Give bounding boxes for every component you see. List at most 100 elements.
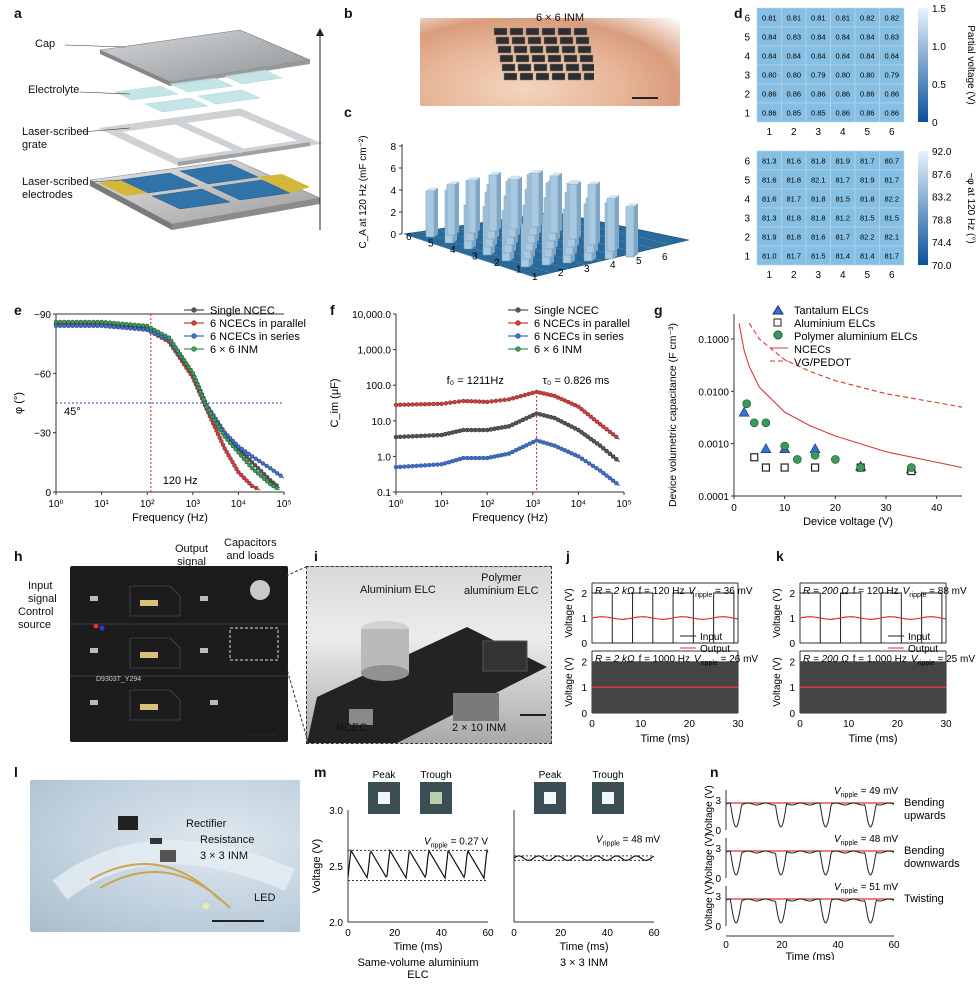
- x-tick-label: 10¹: [94, 499, 109, 510]
- data-point-f0: [548, 392, 554, 398]
- data-point-e3: [159, 331, 164, 336]
- data-point-e2: [124, 325, 129, 331]
- col-tick: 6: [889, 127, 895, 138]
- data-point-f0: [526, 391, 531, 397]
- y-tick-label: 0: [390, 230, 396, 241]
- data-point-f3: [457, 428, 462, 434]
- heatmap-value: 0.86: [860, 90, 875, 99]
- data-point-e0: [259, 469, 264, 474]
- heatmap-value: 81.8: [811, 157, 826, 166]
- data-point-e1: [214, 428, 219, 433]
- data-point-f0: [604, 427, 609, 432]
- bar-3d-side: [596, 181, 600, 245]
- data-point-f0: [498, 398, 503, 403]
- capacitance-3d-bar-chart: 0 2 4 6 8 C_A at 120 Hz (mF cm⁻²) 1 2 3 4 5 6 6 5 4 3 2 1: [358, 135, 690, 283]
- bar-3d-side: [518, 176, 522, 229]
- heatmap-value: 81.7: [835, 176, 850, 185]
- row-tick: 6: [744, 157, 750, 168]
- legend-marker: [515, 333, 521, 339]
- data-point-e2: [74, 323, 79, 329]
- colorbar-label: −φ at 120 Hz (°): [965, 172, 976, 243]
- data-point-e3: [244, 459, 249, 465]
- data-point-f2: [473, 455, 478, 461]
- heatmap-value: 81.9: [860, 176, 875, 185]
- polymer-point: [761, 418, 771, 428]
- z-tick-label: 3: [472, 252, 478, 263]
- scale-bar: [632, 97, 658, 99]
- condition-label: upwards: [904, 810, 946, 822]
- row-tick: 2: [744, 233, 750, 244]
- data-point-e2: [268, 466, 273, 471]
- legend-label: Input: [908, 632, 930, 643]
- data-point-f2: [499, 452, 504, 458]
- heatmap-value: 81.3: [762, 157, 777, 166]
- annotation-f0: f₀ = 1211Hz: [447, 375, 504, 387]
- x-tick-label: 20: [684, 719, 696, 730]
- inm-cell: [493, 27, 508, 36]
- data-point-e3: [87, 319, 92, 325]
- data-point-f0: [502, 397, 507, 403]
- data-point-e3: [82, 319, 88, 325]
- colorbar-tick: 92.0: [932, 147, 952, 158]
- data-point-f0: [530, 390, 535, 396]
- data-point-f2: [481, 455, 486, 461]
- y-tick-label: 0: [45, 488, 51, 499]
- label-ncec: NCEC: [336, 722, 368, 734]
- data-point-f2: [590, 463, 596, 468]
- y-tick-label: 2: [789, 589, 795, 600]
- heatmap-value: 81.7: [860, 157, 875, 166]
- polymer-point: [831, 455, 840, 464]
- data-point-e3: [53, 319, 59, 325]
- ripple-annotation: R = 2 kΩ f = 120 Hz Vripple = 36 mV: [595, 586, 753, 599]
- y-tick-label: 0.0010: [698, 440, 729, 451]
- x-tick-label: 10⁵: [276, 499, 291, 510]
- data-point-f3: [588, 436, 593, 442]
- data-point-e3: [259, 474, 264, 479]
- x-tick-label: 10³: [526, 499, 541, 510]
- x-tick-label: 20: [830, 503, 842, 514]
- heatmap-value: 0.86: [884, 109, 899, 118]
- data-point-f3: [562, 421, 567, 426]
- data-point-e2: [103, 324, 108, 329]
- aluminium-point: [810, 463, 820, 472]
- y-tick-label: 3: [715, 796, 721, 807]
- data-point-f2: [576, 454, 581, 459]
- inm-cell: [527, 36, 542, 45]
- data-point-f2: [431, 462, 436, 467]
- heatmap-cell-top: [879, 102, 905, 123]
- label-resistance: Resistance: [200, 834, 255, 846]
- col-tick: 1: [766, 270, 772, 281]
- data-point-f2: [465, 455, 470, 461]
- data-point-e3: [99, 319, 104, 325]
- data-point-f2: [422, 463, 428, 468]
- bar-3d-top: [588, 181, 600, 185]
- data-point-e2: [62, 323, 67, 329]
- heatmap-value: 0.79: [884, 71, 899, 80]
- data-point-f3: [510, 422, 515, 427]
- data-point-e3: [220, 431, 225, 436]
- inm-cell: [567, 72, 582, 81]
- y-tick-label: 0: [789, 639, 795, 650]
- legend-label: Single NCEC: [534, 305, 599, 317]
- inm-cell: [559, 36, 574, 45]
- bar-3d-top: [468, 177, 480, 181]
- panel-label-k: k: [776, 548, 784, 564]
- heatmap-value: 81.3: [762, 214, 777, 223]
- data-point-e2: [271, 468, 276, 473]
- heatmap-value: 81.7: [884, 252, 899, 261]
- inm-cell: [511, 36, 526, 45]
- col-tick: 4: [840, 127, 846, 138]
- heatmap-value: 0.81: [811, 14, 826, 23]
- label-output-signal: Output signal: [175, 543, 209, 568]
- data-point-e3: [230, 443, 236, 449]
- data-point-f3: [488, 427, 493, 432]
- data-point-f3: [517, 419, 522, 424]
- data-point-f0: [576, 404, 581, 409]
- data-point-f3: [435, 433, 440, 438]
- legend-marker: [191, 320, 197, 326]
- data-point-f2: [492, 454, 497, 459]
- inm-cell: [541, 27, 556, 36]
- annotation-120hz: 120 Hz: [163, 475, 198, 487]
